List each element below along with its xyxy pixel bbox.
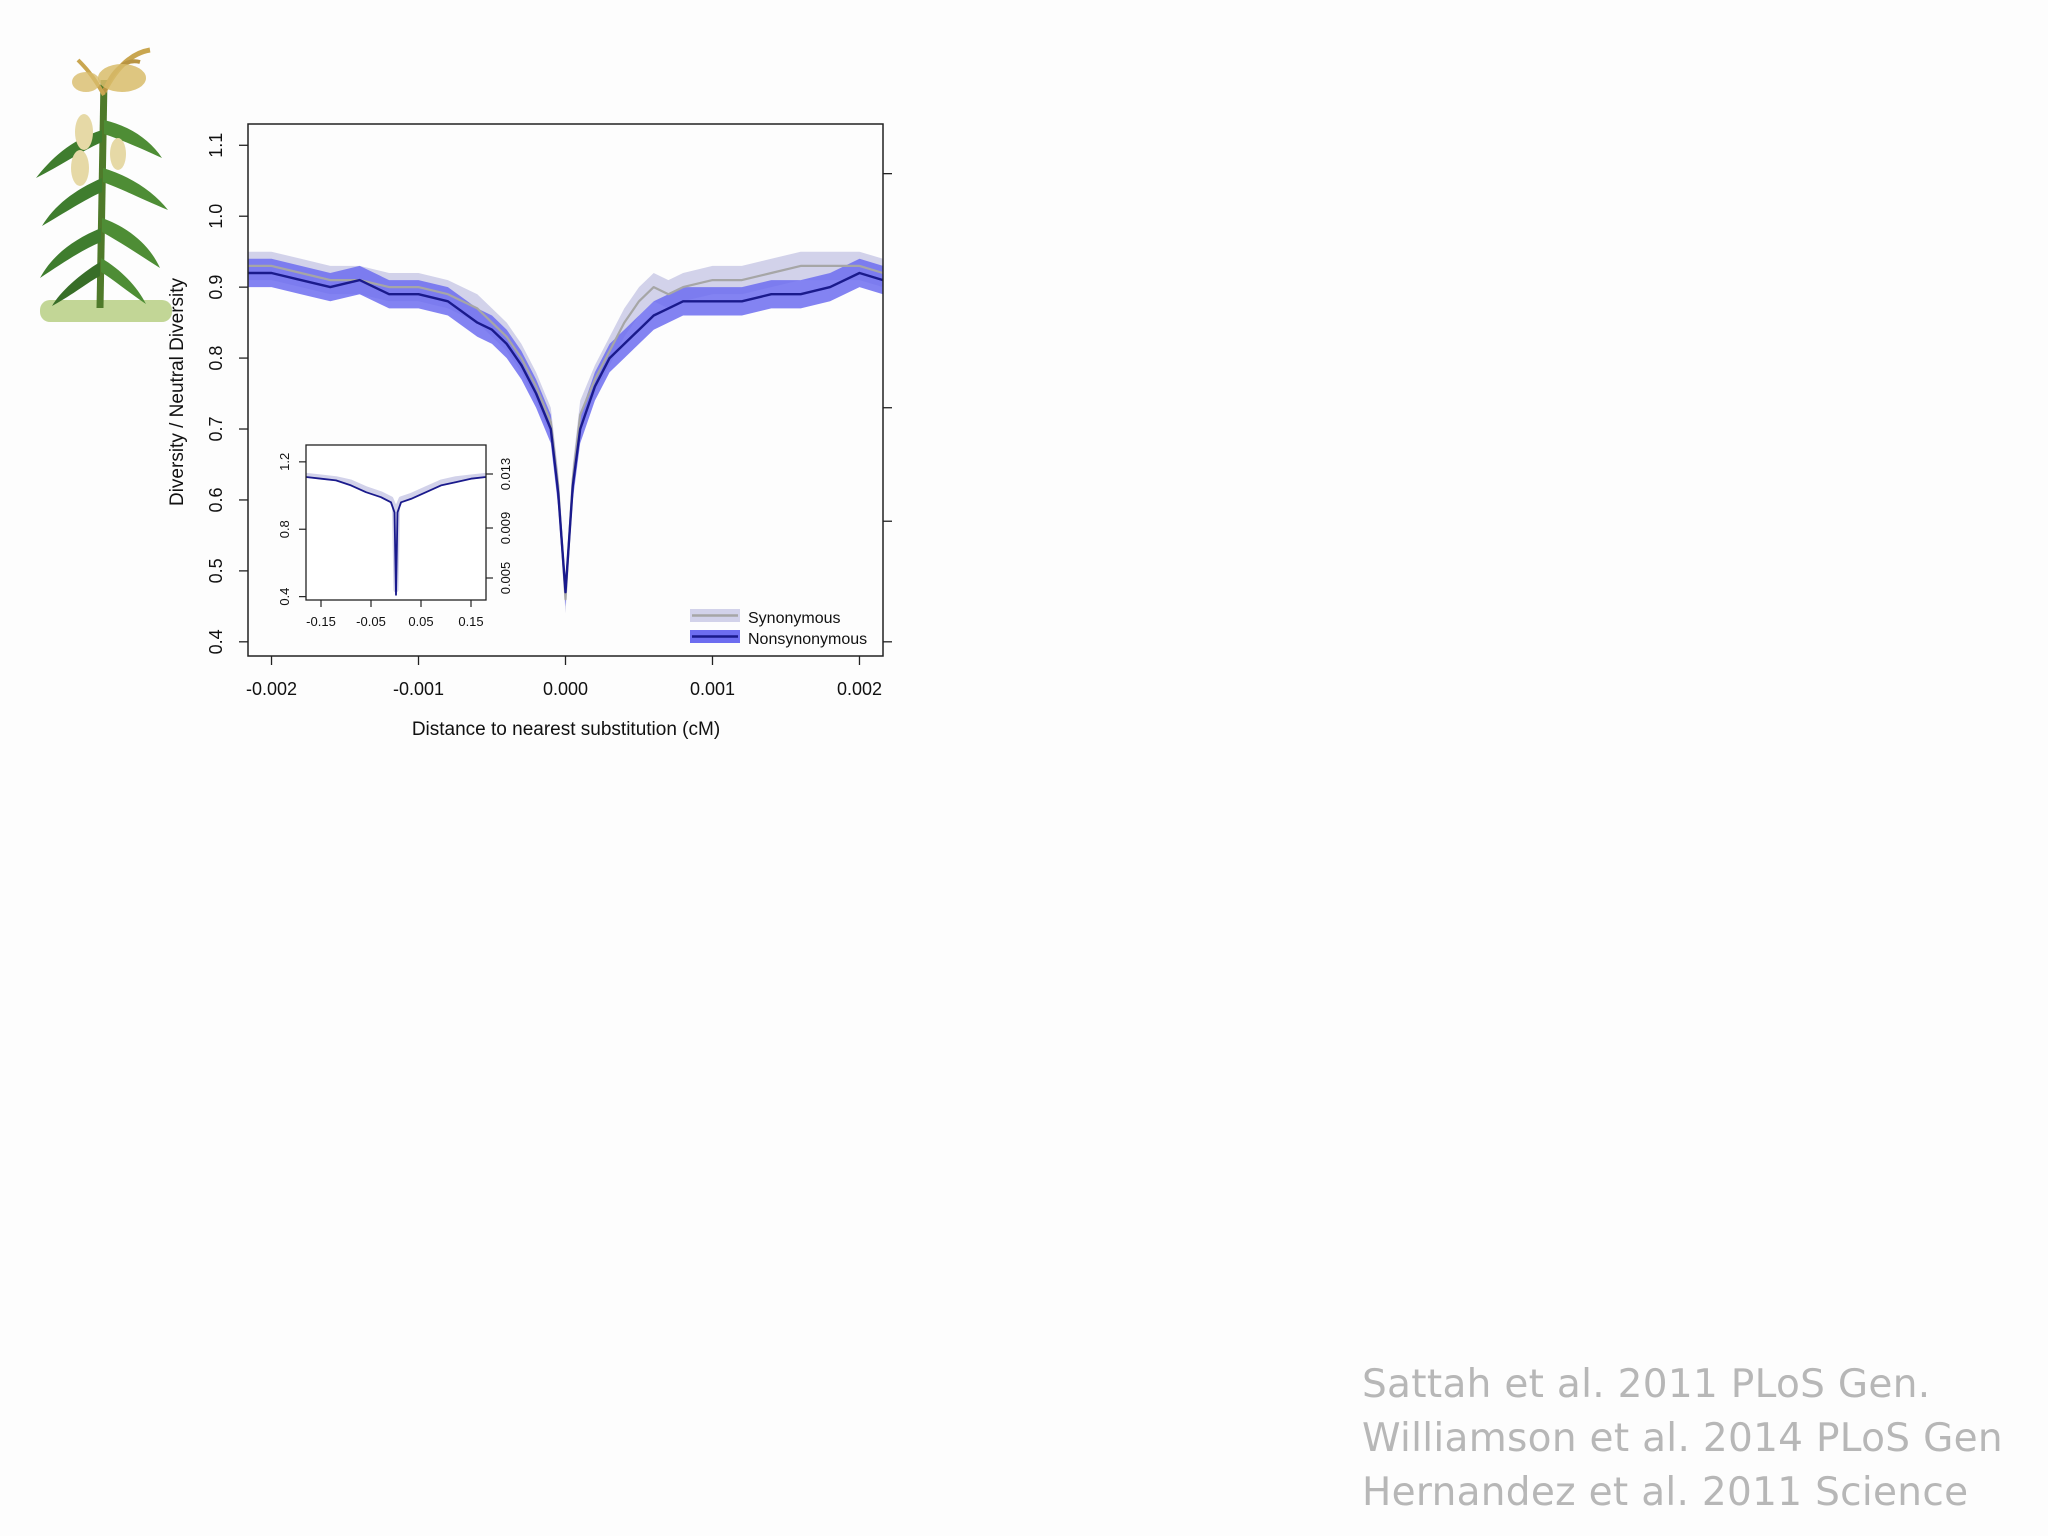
x-tick-label: -0.001 [393, 679, 444, 699]
inset-x-tick-label: 0.15 [458, 614, 483, 629]
inset-x-tick-label: -0.05 [356, 614, 386, 629]
main-x-axis: -0.002 -0.001 0.000 0.001 0.002 [246, 656, 882, 699]
inset-y-tick-label: 0.4 [277, 588, 292, 606]
inset-x-tick-label: 0.05 [408, 614, 433, 629]
reference-line: Hernandez et al. 2011 Science [1362, 1470, 1969, 1515]
inset-plot-frame [305, 444, 487, 601]
reference-line: Williamson et al. 2014 PLoS Gen [1362, 1416, 2003, 1461]
inset-x-axis: -0.15 -0.05 0.05 0.15 [306, 600, 484, 629]
main-chart: -0.002 -0.001 0.000 0.001 0.002 0.4 0.5 0.6 0.7… [167, 123, 892, 740]
main-right-axis [883, 173, 892, 643]
inset-y-axis: 0.4 0.8 1.2 [277, 453, 306, 606]
references: Sattah et al. 2011 PLoS Gen. Williamson … [1362, 1358, 2003, 1520]
line-nonsynonymous [248, 271, 884, 594]
x-tick-label: 0.002 [837, 679, 882, 699]
legend-label-nonsynonymous: Nonsynonymous [748, 631, 867, 648]
y-tick-label: 1.1 [206, 133, 226, 158]
y-tick-label: 0.6 [206, 487, 226, 512]
inset-right-axis: 0.005 0.009 0.013 [486, 458, 513, 595]
y-tick-label: 0.9 [206, 275, 226, 300]
inset-right-tick-label: 0.005 [498, 562, 513, 595]
y-tick-label: 0.4 [206, 629, 226, 654]
legend-label-synonymous: Synonymous [748, 610, 841, 627]
inset-x-tick-label: -0.15 [306, 614, 336, 629]
reference-line: Sattah et al. 2011 PLoS Gen. [1362, 1362, 1931, 1407]
y-tick-label: 0.7 [206, 416, 226, 441]
legend-item-synonymous: Synonymous [690, 609, 841, 627]
band-nonsynonymous [248, 258, 883, 607]
legend: Synonymous Nonsynonymous [690, 609, 867, 648]
main-y-axis: 0.4 0.5 0.6 0.7 0.8 0.9 1.0 1.1 [206, 133, 248, 654]
x-tick-label: 0.000 [543, 679, 588, 699]
inset-chart: -0.15 -0.05 0.05 0.15 0.40.81.2 0.0050.0090… [277, 444, 513, 629]
maize-plant-icon [36, 47, 172, 322]
y-tick-label: 1.0 [206, 204, 226, 229]
inset-series-lines [305, 472, 487, 596]
main-x-axis-label: Distance to nearest substitution (cM) [412, 719, 720, 740]
inset-y-tick-label: 1.2 [277, 453, 292, 471]
y-tick-label: 0.5 [206, 558, 226, 583]
inset-right-tick-label: 0.013 [498, 458, 513, 491]
inset-right-tick-label: 0.009 [498, 512, 513, 545]
main-series-lines [248, 264, 884, 601]
x-tick-label: 0.001 [690, 679, 735, 699]
legend-item-nonsynonymous: Nonsynonymous [690, 630, 867, 648]
main-y-axis-label: Diversity / Neutral Diversity [167, 277, 188, 506]
main-confidence-bands [248, 251, 883, 614]
inset-line-nonsynonymous [305, 476, 487, 596]
y-tick-label: 0.8 [206, 346, 226, 371]
inset-y-tick-label: 0.8 [277, 520, 292, 538]
x-tick-label: -0.002 [246, 679, 297, 699]
